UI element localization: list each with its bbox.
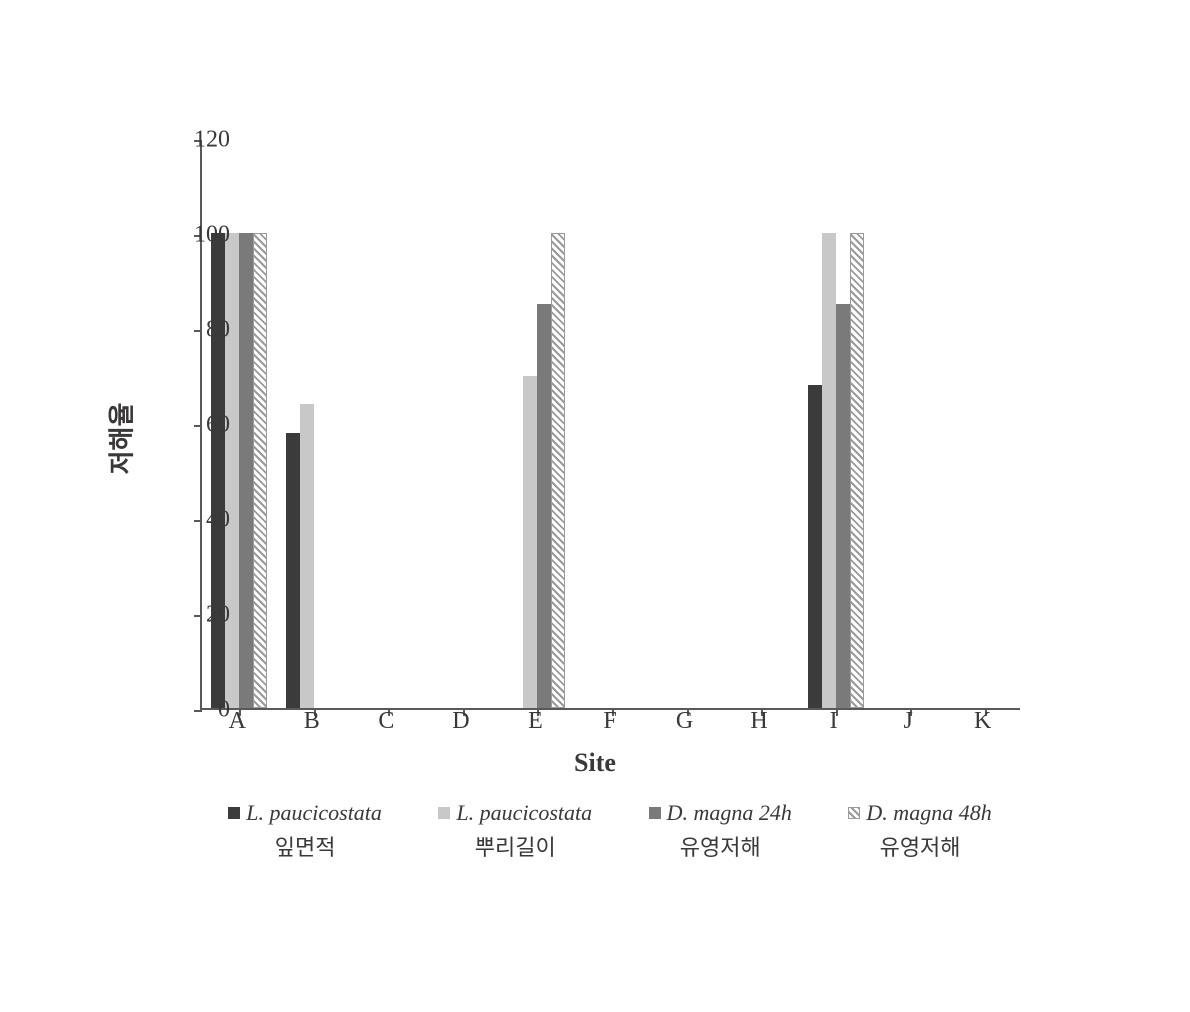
bar [537,304,551,708]
x-tick-label: K [974,708,991,735]
legend-sub-label: 잎면적 [275,830,336,862]
legend-item: L. paucicostata 뿌리길이 [438,800,592,862]
bar [225,233,239,708]
x-tick-label: I [830,708,838,735]
y-tick-label: 120 [194,127,230,154]
legend-sub-label: 유영저해 [880,830,961,862]
bar [286,433,300,709]
bar [850,233,864,708]
bar [253,233,267,708]
legend-sub-label: 뿌리길이 [475,830,556,862]
legend-item: D. magna 48h 유영저해 [848,800,991,862]
y-tick-label: 80 [206,317,230,344]
y-tick [194,520,202,522]
x-tick-label: H [750,708,767,735]
y-tick-label: 20 [206,602,230,629]
y-tick-label: 40 [206,507,230,534]
x-tick-label: C [378,708,394,735]
x-tick-label: A [229,708,246,735]
x-tick-label: D [452,708,469,735]
x-tick-label: J [904,708,913,735]
bar-chart: 저해율 Site L. paucicostata잎면적L. paucicosta… [130,130,1060,880]
y-axis-title: 저해율 [102,403,139,475]
y-tick [194,330,202,332]
bar [836,304,850,708]
legend-top-row: D. magna 48h [848,800,991,826]
bar [808,385,822,708]
y-tick [194,710,202,712]
x-tick-label: F [603,708,616,735]
legend-top-row: L. paucicostata [438,800,592,826]
x-tick-label: E [528,708,543,735]
bar [239,233,253,708]
bar [300,404,314,708]
legend-top-row: D. magna 24h [649,800,792,826]
legend-item: D. magna 24h 유영저해 [649,800,792,862]
legend-marker [438,807,450,819]
legend-marker [848,807,860,819]
bar [211,233,225,708]
legend-marker [228,807,240,819]
legend-label: L. paucicostata [456,800,592,826]
legend-label: D. magna 48h [866,800,991,826]
y-tick [194,615,202,617]
x-axis-title: Site [574,748,616,778]
y-tick [194,425,202,427]
bar [551,233,565,708]
legend-top-row: L. paucicostata [228,800,382,826]
legend-label: D. magna 24h [667,800,792,826]
plot-area [200,140,1020,710]
legend-sub-label: 유영저해 [680,830,761,862]
bar [822,233,836,708]
x-tick-label: G [676,708,693,735]
y-tick-label: 100 [194,222,230,249]
legend: L. paucicostata 잎면적 L. paucicostata 뿌리길이 D. … [200,800,1020,862]
x-tick-label: B [304,708,320,735]
bar [523,376,537,709]
legend-item: L. paucicostata 잎면적 [228,800,382,862]
legend-label: L. paucicostata [246,800,382,826]
legend-marker [649,807,661,819]
y-tick-label: 60 [206,412,230,439]
